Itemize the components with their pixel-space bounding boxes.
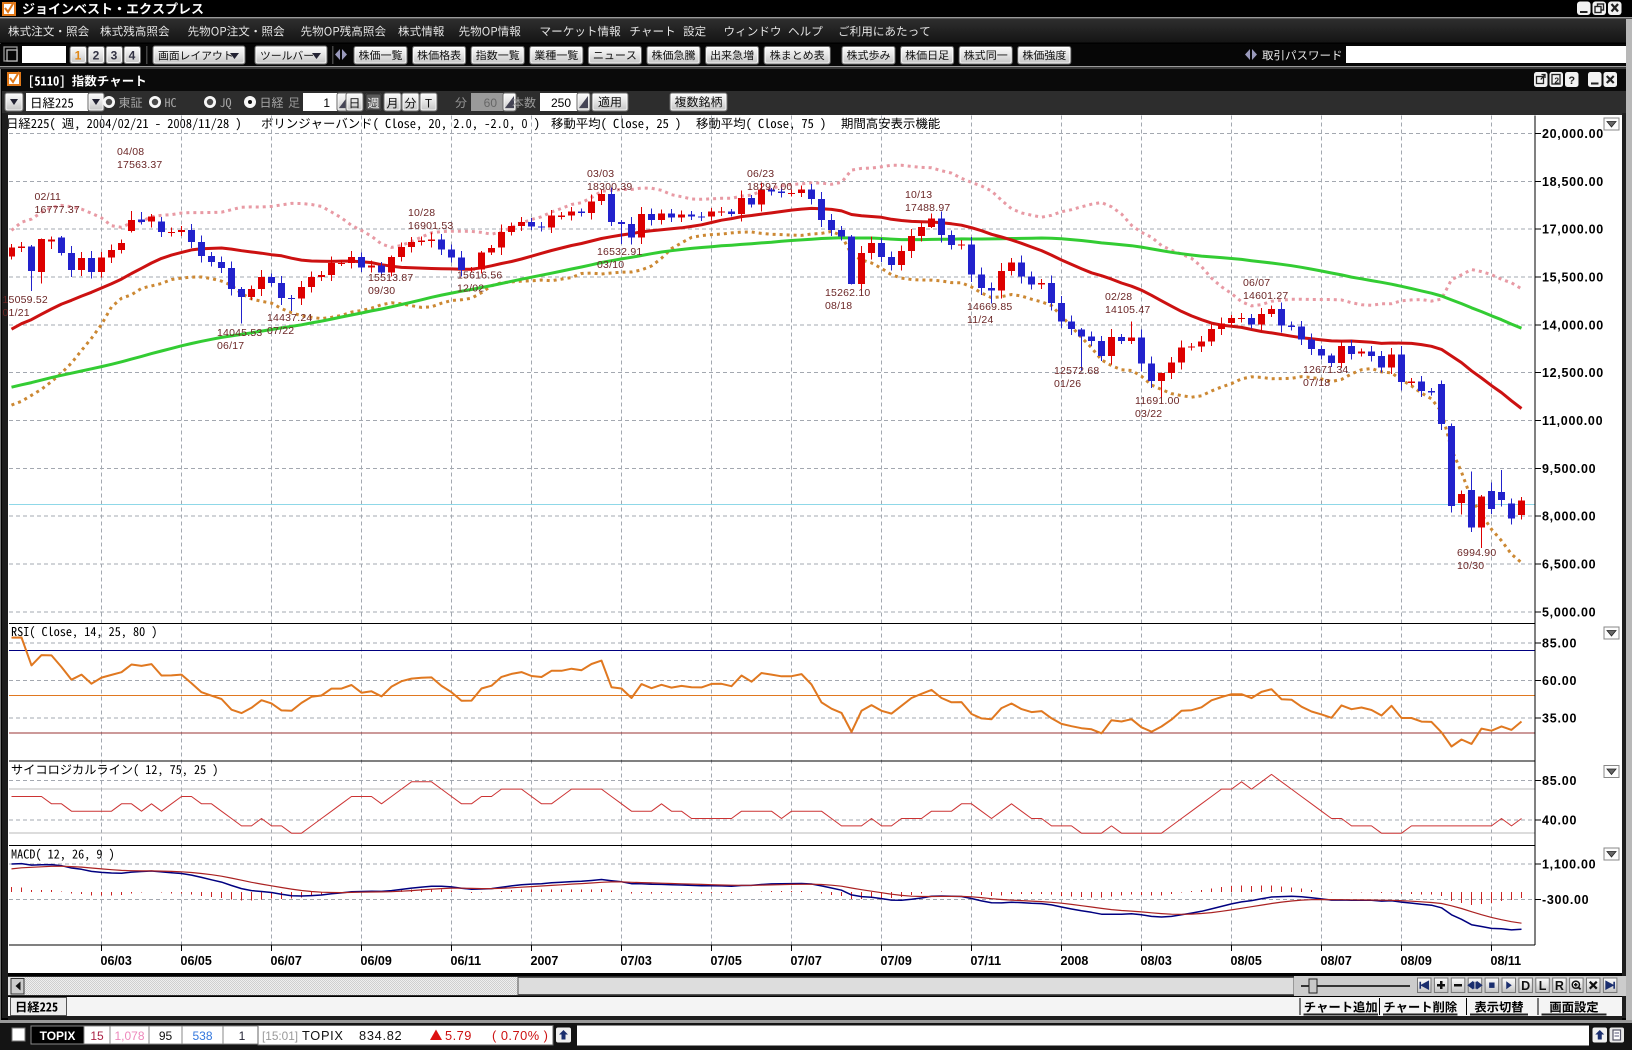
svg-text:D: D [1521,979,1530,993]
svg-text:6,500.00: 6,500.00 [1542,557,1596,571]
svg-text:?: ? [1568,75,1575,87]
svg-text:11691.00: 11691.00 [1135,395,1180,407]
svg-text:14105.47: 14105.47 [1105,304,1150,316]
svg-text:85.00: 85.00 [1542,636,1577,650]
svg-text:10/28: 10/28 [408,207,435,219]
svg-text:15616.56: 15616.56 [457,270,502,282]
svg-text:16901.53: 16901.53 [408,220,453,232]
svg-text:06/23: 06/23 [747,168,774,180]
svg-text:L: L [1539,979,1547,993]
svg-text:[15:01]: [15:01] [262,1029,298,1043]
svg-text:06/03: 06/03 [101,954,132,968]
svg-text:2: 2 [93,49,100,63]
svg-text:02/28: 02/28 [1105,291,1132,303]
svg-text:15059.52: 15059.52 [3,294,48,306]
svg-text:17563.37: 17563.37 [117,159,162,171]
svg-text:01/21: 01/21 [3,307,30,319]
svg-text:14601.27: 14601.27 [1243,290,1288,302]
svg-text:250: 250 [551,96,571,110]
svg-text:3: 3 [111,49,118,63]
svg-text:03/03: 03/03 [587,168,614,180]
svg-text:16777.37: 16777.37 [35,204,80,216]
svg-text:03/22: 03/22 [1135,408,1162,420]
svg-text:95: 95 [159,1029,173,1043]
svg-text:834.82: 834.82 [359,1028,402,1043]
svg-text:15513.87: 15513.87 [368,272,413,284]
svg-text:2007: 2007 [531,954,559,968]
svg-text:9,500.00: 9,500.00 [1542,462,1596,476]
svg-text:35.00: 35.00 [1542,711,1577,725]
svg-text:1: 1 [239,1029,246,1043]
svg-text:15,500.00: 15,500.00 [1542,270,1604,284]
svg-text:538: 538 [192,1029,212,1043]
svg-text:12/02: 12/02 [457,283,484,295]
svg-text:17488.97: 17488.97 [905,202,950,214]
svg-text:07/22: 07/22 [267,325,294,337]
svg-text:R: R [1555,979,1564,993]
svg-text:15: 15 [90,1029,104,1043]
svg-text:20,000.00: 20,000.00 [1542,127,1604,141]
svg-text:10/30: 10/30 [1457,560,1484,572]
svg-text:08/09: 08/09 [1401,954,1432,968]
svg-text:85.00: 85.00 [1542,774,1577,788]
svg-text:60: 60 [484,96,498,110]
svg-text:1,078: 1,078 [114,1029,144,1043]
svg-text:14437.24: 14437.24 [267,312,312,324]
svg-text:18300.39: 18300.39 [587,181,632,193]
svg-text:07/11: 07/11 [971,954,1002,968]
svg-text:07/03: 07/03 [621,954,652,968]
svg-text:02/11: 02/11 [35,191,62,203]
svg-text:07/09: 07/09 [881,954,912,968]
svg-text:2: 2 [1554,76,1559,86]
svg-text:1: 1 [323,96,330,110]
svg-text:09/30: 09/30 [368,285,395,297]
svg-text:T: T [425,99,432,111]
svg-text:40.00: 40.00 [1542,813,1577,827]
svg-text:16532.91: 16532.91 [597,246,642,258]
svg-text:04/08: 04/08 [117,146,144,158]
svg-text:06/17: 06/17 [217,340,244,352]
svg-text:07/18: 07/18 [1303,377,1330,389]
svg-text:TOPIX: TOPIX [40,1029,76,1043]
svg-text:17,000.00: 17,000.00 [1542,223,1604,237]
svg-text:08/07: 08/07 [1321,954,1352,968]
svg-text:6994.90: 6994.90 [1457,547,1496,559]
svg-text:1: 1 [75,49,82,63]
svg-text:18297.00: 18297.00 [747,181,792,193]
svg-text:12671.34: 12671.34 [1303,364,1348,376]
svg-text:07/07: 07/07 [791,954,822,968]
svg-text:5,000.00: 5,000.00 [1542,605,1596,619]
svg-text:06/07: 06/07 [271,954,302,968]
svg-text:06/09: 06/09 [361,954,392,968]
svg-text:14,000.00: 14,000.00 [1542,318,1604,332]
svg-text:14669.85: 14669.85 [967,301,1012,313]
svg-text:( 0.70% ): ( 0.70% ) [492,1028,548,1043]
svg-text:11,000.00: 11,000.00 [1542,414,1603,428]
svg-text:12,500.00: 12,500.00 [1542,366,1604,380]
svg-text:06/05: 06/05 [181,954,212,968]
svg-text:08/18: 08/18 [825,300,852,312]
svg-text:08/05: 08/05 [1231,954,1262,968]
svg-text:8,000.00: 8,000.00 [1542,510,1596,524]
svg-text:06/11: 06/11 [451,954,482,968]
svg-text:11/24: 11/24 [967,314,994,326]
svg-text:10/13: 10/13 [905,189,932,201]
svg-text:07/05: 07/05 [711,954,742,968]
svg-text:14045.53: 14045.53 [217,327,262,339]
svg-text:15262.10: 15262.10 [825,287,870,299]
svg-text:12572.68: 12572.68 [1054,365,1099,377]
svg-text:TOPIX: TOPIX [302,1028,344,1043]
svg-text:2008: 2008 [1061,954,1089,968]
svg-text:-300.00: -300.00 [1542,893,1589,907]
svg-text:03/10: 03/10 [597,259,624,271]
svg-text:08/11: 08/11 [1491,954,1522,968]
svg-text:01/26: 01/26 [1054,378,1081,390]
svg-text:60.00: 60.00 [1542,674,1577,688]
svg-text:5.79: 5.79 [445,1028,472,1043]
svg-text:08/03: 08/03 [1141,954,1172,968]
svg-text:06/07: 06/07 [1243,277,1270,289]
svg-text:18,500.00: 18,500.00 [1542,175,1604,189]
svg-text:4: 4 [129,49,136,63]
svg-text:1,100.00: 1,100.00 [1542,858,1596,872]
